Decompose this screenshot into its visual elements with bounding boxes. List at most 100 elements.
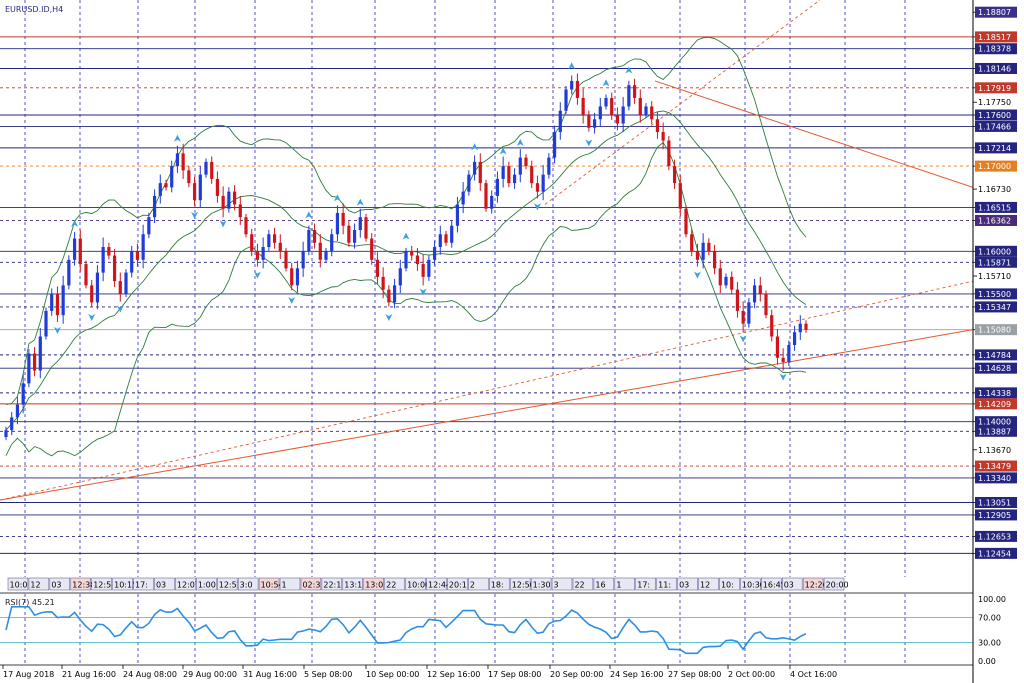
- fractal-down-arrow: [533, 203, 541, 211]
- price-tag-box: [975, 301, 1017, 313]
- fractal-down-arrow: [88, 314, 96, 322]
- session-tag-label: 12: [700, 581, 710, 590]
- fractal-down-arrow: [116, 305, 124, 313]
- candle-body: [581, 97, 585, 115]
- session-tag: [300, 577, 322, 591]
- candle-body: [518, 157, 522, 175]
- price-tag-box: [975, 245, 1017, 257]
- candle-body: [781, 357, 785, 363]
- session-tag: [802, 577, 824, 591]
- price-tag-box: [975, 43, 1017, 55]
- candle-body: [541, 174, 545, 192]
- price-tag-box: [975, 62, 1017, 74]
- session-tag-label: 12:07: [177, 581, 200, 590]
- candle-body: [290, 268, 294, 286]
- session-tag-label: 17:: [135, 581, 148, 590]
- candle-body: [770, 315, 774, 337]
- session-tag: [677, 577, 698, 591]
- rsi-panel: RSI(7) 45.21: [0, 592, 973, 655]
- candle-body: [718, 268, 722, 286]
- candle-body: [118, 281, 122, 294]
- candle-body: [587, 115, 591, 128]
- trend-line-support: [0, 329, 973, 501]
- session-tag: [823, 577, 845, 591]
- candle-body: [341, 212, 345, 226]
- candle-body: [124, 272, 128, 294]
- candle-body: [404, 251, 408, 269]
- candle-body: [461, 191, 465, 205]
- candle-body: [684, 208, 688, 235]
- candle-body: [295, 268, 300, 286]
- session-tag-label: 11:: [658, 581, 671, 590]
- candle-body: [467, 174, 471, 192]
- session-tag: [447, 577, 468, 591]
- candle-body: [621, 106, 625, 124]
- fractal-down-arrow: [385, 314, 393, 322]
- session-tag-label: 13:0: [365, 581, 383, 590]
- trend-line-channel: [0, 280, 973, 501]
- fractal-up-arrow: [305, 211, 313, 219]
- session-tag: [7, 577, 29, 591]
- candle-body: [712, 251, 717, 269]
- session-tag: [342, 577, 363, 591]
- candle-body: [198, 174, 202, 201]
- candle-body: [130, 251, 134, 273]
- session-tag: [530, 577, 552, 591]
- session-tag-label: 10:0: [10, 581, 28, 590]
- candle-body: [410, 251, 414, 256]
- session-tag: [489, 577, 510, 591]
- candle-body: [335, 212, 340, 235]
- session-tag: [28, 577, 50, 591]
- session-tag: [426, 577, 447, 591]
- session-tag-label: 20:00: [826, 581, 849, 590]
- session-tag: [384, 577, 405, 591]
- trend-lines[interactable]: [0, 0, 973, 501]
- candle-body: [552, 132, 557, 158]
- candle-body: [444, 234, 448, 243]
- session-tag: [258, 577, 280, 591]
- candle-body: [598, 106, 602, 120]
- session-tag: [698, 577, 719, 591]
- session-tag-label: 10:00: [407, 581, 430, 590]
- session-tag-label: 10:30: [742, 581, 765, 590]
- price-axis[interactable]: 1.18807 1.18517 1.18378 1.18146 1.17919 1.177…: [973, 6, 1017, 666]
- candle-body: [301, 251, 305, 269]
- candle-body: [701, 242, 705, 260]
- session-tag: [509, 577, 531, 591]
- price-tag-box: [975, 120, 1017, 132]
- candle-body: [592, 119, 597, 128]
- candle-body: [370, 238, 374, 260]
- session-tag: [781, 577, 803, 591]
- time-tick-label: 4 Oct 16:00: [790, 670, 837, 679]
- candle-body: [438, 234, 442, 248]
- fractal-up-arrow: [499, 147, 507, 155]
- price-tick-label: 1.14784: [978, 351, 1011, 360]
- fractal-up-arrow: [602, 79, 610, 87]
- session-tag-label: 18:: [491, 581, 504, 590]
- candle-body: [650, 106, 654, 120]
- fractal-up-arrow: [625, 66, 633, 74]
- candle-body: [27, 353, 31, 384]
- candle-body: [267, 234, 271, 248]
- session-tag: [740, 577, 761, 591]
- session-tag-label: 03: [784, 581, 794, 590]
- session-tag: [91, 577, 112, 591]
- fractal-down-arrow: [253, 271, 261, 279]
- session-tag-label: 10:54: [261, 581, 284, 590]
- price-tick-label: 1.17214: [978, 144, 1011, 153]
- fractal-up-arrow: [516, 138, 524, 146]
- time-axis: 17 Aug 2018 21 Aug 16:00 24 Aug 08:00 29 Au…: [0, 664, 973, 679]
- session-tag: [154, 577, 175, 591]
- candle-body: [392, 285, 397, 303]
- time-tick-label: 27 Sep 08:00: [668, 670, 721, 679]
- candle-body: [450, 225, 454, 243]
- price-tick-label: 1.14000: [978, 418, 1011, 427]
- candle-body: [50, 293, 54, 311]
- price-tick-label: 1.15080: [978, 326, 1011, 335]
- candle-body: [32, 353, 37, 371]
- price-tick-label: 1.18517: [978, 33, 1011, 42]
- price-tag-box: [975, 82, 1017, 94]
- session-tag-label: 12:50: [512, 581, 535, 590]
- candle-body: [10, 417, 14, 431]
